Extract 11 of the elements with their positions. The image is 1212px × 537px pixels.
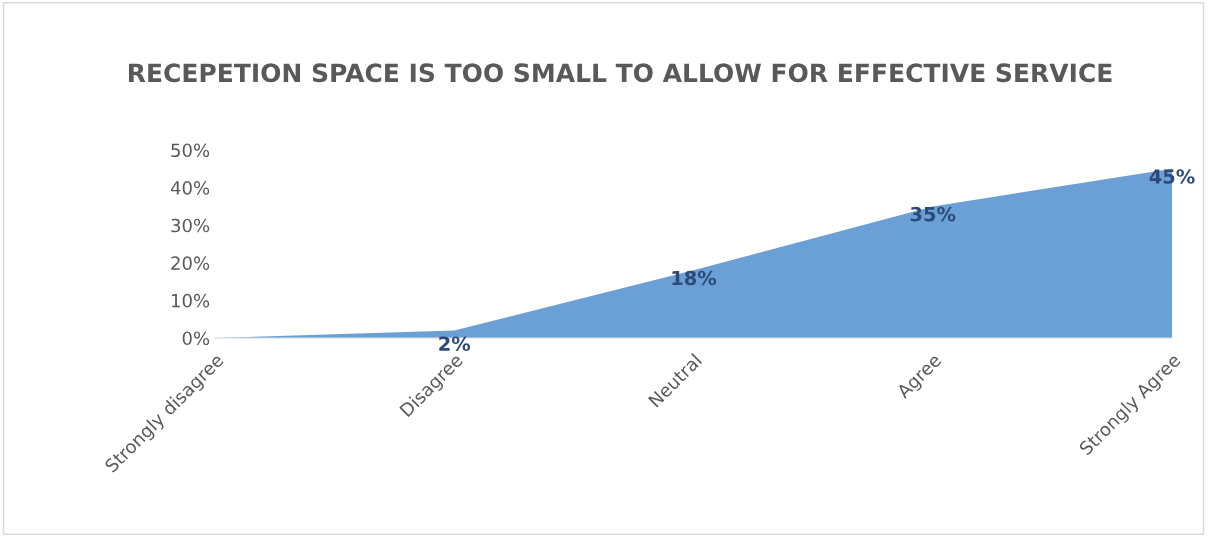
y-tick-label: 40%: [170, 181, 210, 195]
chart-title: RECEPETION SPACE IS TOO SMALL TO ALLOW FOR EFFECTIVE SERVICE: [128, 63, 1112, 83]
data-label: 45%: [1149, 169, 1195, 184]
y-tick-label: 0%: [182, 331, 210, 346]
y-tick-label: 30%: [171, 218, 210, 233]
y-tick-label: 10%: [171, 293, 210, 308]
data-label: 18%: [672, 270, 717, 286]
y-tick-label: 50%: [171, 143, 210, 158]
data-label: 35%: [910, 206, 956, 222]
data-label: 2%: [439, 336, 471, 352]
y-tick-label: 20%: [171, 256, 210, 270]
